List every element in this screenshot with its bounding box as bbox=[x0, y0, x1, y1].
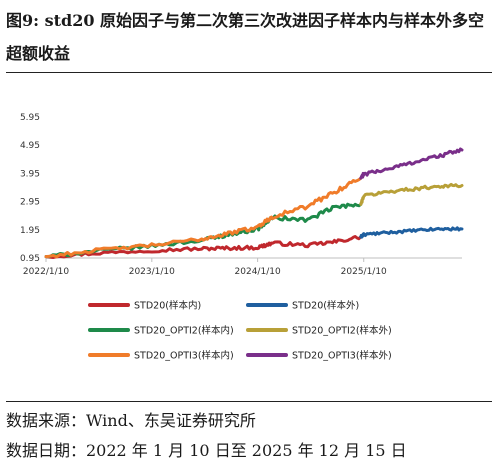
chart-legend: STD20(样本内) STD20(样本外) STD20_OPTI2(样本内) STD2… bbox=[88, 300, 392, 362]
x-tick-label: 2025/1/10 bbox=[341, 267, 387, 277]
page-title: 图9: std20 原始因子与第二次第三次改进因子样本内与样本外多空超额收益 bbox=[6, 11, 485, 63]
y-tick-label: 3.95 bbox=[20, 169, 40, 179]
chart-axes: 0.95 1.95 2.95 3.95 4.95 5.95 2022/1/10 2023/1/… bbox=[20, 113, 462, 277]
legend-label: STD20_OPTI3(样本内) bbox=[134, 350, 234, 362]
title-divider bbox=[6, 72, 492, 73]
data-source-note: 数据来源：Wind、东吴证券研究所 bbox=[6, 411, 256, 430]
footer-divider bbox=[6, 401, 492, 402]
series-line bbox=[359, 226, 464, 239]
y-tick-label: 4.95 bbox=[20, 141, 40, 151]
chart-canvas: 0.95 1.95 2.95 3.95 4.95 5.95 2022/1/10 2023/1/… bbox=[20, 113, 464, 362]
y-tick-label: 1.95 bbox=[20, 226, 40, 236]
x-tick-label: 2024/1/10 bbox=[235, 267, 281, 277]
series-line bbox=[44, 235, 363, 259]
legend-label: STD20_OPTI2(样本内) bbox=[134, 325, 234, 337]
y-tick-label: 5.95 bbox=[20, 113, 40, 123]
legend-label: STD20(样本内) bbox=[134, 300, 201, 312]
series-line bbox=[44, 176, 363, 259]
legend-label: STD20_OPTI2(样本外) bbox=[292, 325, 392, 337]
chart-series bbox=[44, 147, 464, 259]
data-date-note: 数据日期：2022 年 1 月 10 日至 2025 年 12 月 15 日 bbox=[6, 441, 407, 460]
x-tick-label: 2023/1/10 bbox=[129, 267, 175, 277]
x-tick-label: 2022/1/10 bbox=[23, 267, 69, 277]
legend-label: STD20_OPTI3(样本外) bbox=[292, 350, 392, 362]
legend-label: STD20(样本外) bbox=[292, 300, 359, 312]
y-tick-label: 0.95 bbox=[20, 254, 40, 264]
series-line bbox=[359, 182, 464, 206]
series-line bbox=[359, 147, 464, 180]
y-tick-label: 2.95 bbox=[20, 198, 40, 208]
